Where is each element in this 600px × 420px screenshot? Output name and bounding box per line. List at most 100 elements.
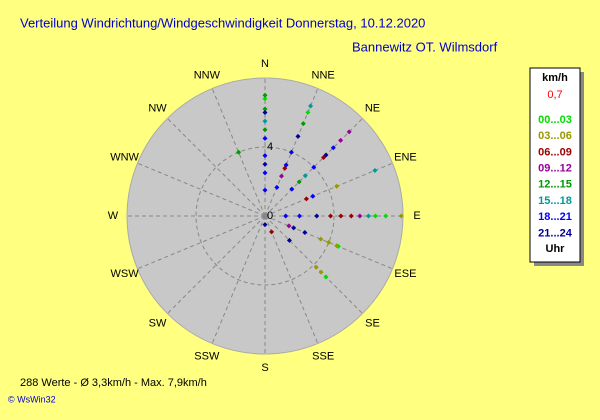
data-point bbox=[334, 183, 340, 189]
direction-label: SE bbox=[365, 317, 380, 329]
data-point bbox=[311, 164, 317, 170]
direction-label: E bbox=[413, 210, 420, 222]
data-point bbox=[348, 213, 354, 219]
data-point bbox=[338, 137, 344, 143]
data-point bbox=[262, 96, 268, 102]
data-point bbox=[283, 213, 289, 219]
direction-label: SW bbox=[149, 317, 167, 329]
data-point bbox=[288, 149, 294, 155]
data-point bbox=[326, 239, 332, 245]
data-point bbox=[289, 186, 295, 192]
radial-tick-label: 4 bbox=[267, 141, 273, 153]
data-point bbox=[286, 237, 292, 243]
data-point bbox=[295, 133, 301, 139]
legend-label: 21...24 bbox=[538, 227, 573, 239]
data-point bbox=[286, 223, 292, 229]
spoke bbox=[211, 215, 266, 344]
legend-label: 03...06 bbox=[538, 130, 572, 142]
data-point bbox=[296, 179, 302, 185]
data-point bbox=[314, 213, 320, 219]
direction-label: W bbox=[108, 210, 119, 222]
data-point bbox=[323, 274, 329, 280]
spoke bbox=[264, 215, 319, 344]
data-point bbox=[338, 213, 344, 219]
data-point bbox=[262, 153, 268, 159]
ring bbox=[195, 146, 335, 286]
legend-label: 12...15 bbox=[538, 179, 572, 191]
data-point bbox=[302, 230, 308, 236]
chart-title: Verteilung Windrichtung/Windgeschwindigk… bbox=[20, 15, 425, 30]
data-point bbox=[279, 173, 285, 179]
data-point bbox=[305, 109, 311, 115]
direction-label: SSW bbox=[194, 350, 220, 362]
data-point bbox=[330, 145, 336, 151]
chart-subtitle: Bannewitz OT. Wilmsdorf bbox=[352, 39, 498, 54]
data-point bbox=[300, 121, 306, 127]
spoke bbox=[137, 215, 266, 270]
spoke bbox=[264, 162, 393, 217]
data-point bbox=[269, 229, 275, 235]
data-point bbox=[328, 213, 334, 219]
direction-label: ESE bbox=[394, 268, 416, 280]
legend-box bbox=[529, 67, 581, 263]
data-point bbox=[308, 103, 314, 109]
data-point bbox=[310, 193, 316, 199]
data-point bbox=[346, 129, 352, 135]
data-point bbox=[297, 213, 302, 219]
credit: © WsWin32 bbox=[8, 394, 56, 404]
spoke bbox=[211, 88, 266, 217]
legend-label: 06...09 bbox=[538, 146, 572, 158]
direction-label: N bbox=[261, 58, 269, 70]
data-point bbox=[262, 170, 268, 176]
data-point bbox=[262, 222, 268, 228]
data-point bbox=[372, 213, 378, 219]
data-point bbox=[357, 213, 363, 219]
spoke bbox=[264, 215, 363, 314]
data-point bbox=[262, 187, 268, 193]
direction-label: ENE bbox=[394, 152, 417, 164]
calm-value: 0,7 bbox=[547, 89, 562, 101]
data-point bbox=[262, 161, 268, 167]
direction-label: WNW bbox=[110, 152, 139, 164]
direction-label: S bbox=[261, 362, 268, 374]
legend-footer: Uhr bbox=[546, 243, 566, 255]
legend-title: km/h bbox=[542, 72, 568, 84]
direction-label: SSE bbox=[312, 350, 334, 362]
data-point bbox=[262, 127, 268, 133]
data-point bbox=[303, 196, 309, 202]
data-point bbox=[262, 135, 268, 141]
spoke bbox=[264, 215, 393, 270]
data-point bbox=[262, 118, 268, 124]
legend-label: 18...21 bbox=[538, 211, 572, 223]
direction-label: NNW bbox=[194, 69, 221, 81]
data-point bbox=[323, 152, 329, 158]
spoke bbox=[137, 162, 266, 217]
data-point bbox=[236, 149, 242, 155]
legend-label: 15...18 bbox=[538, 195, 572, 207]
data-point bbox=[262, 106, 268, 112]
spoke bbox=[167, 118, 266, 217]
data-point bbox=[398, 213, 404, 219]
data-point bbox=[318, 236, 324, 242]
data-point bbox=[372, 167, 378, 173]
data-point bbox=[262, 92, 268, 98]
direction-label: NW bbox=[148, 102, 167, 114]
direction-label: NE bbox=[365, 102, 380, 114]
data-point bbox=[302, 173, 308, 179]
data-point bbox=[291, 225, 297, 231]
spoke bbox=[264, 118, 363, 217]
footer: 288 Werte - Ø 3,3km/h - Max. 7,9km/h bbox=[20, 377, 207, 389]
data-point bbox=[366, 213, 371, 219]
data-point bbox=[274, 184, 280, 190]
radial-tick-label: 0 bbox=[267, 210, 273, 222]
spoke bbox=[264, 88, 319, 217]
data-point bbox=[313, 264, 319, 270]
data-point bbox=[283, 162, 289, 168]
legend-label: 00...03 bbox=[538, 114, 572, 126]
data-point bbox=[383, 213, 389, 219]
data-point bbox=[334, 243, 340, 249]
direction-label: WSW bbox=[111, 268, 140, 280]
direction-label: NNE bbox=[312, 69, 335, 81]
data-point bbox=[318, 269, 324, 275]
